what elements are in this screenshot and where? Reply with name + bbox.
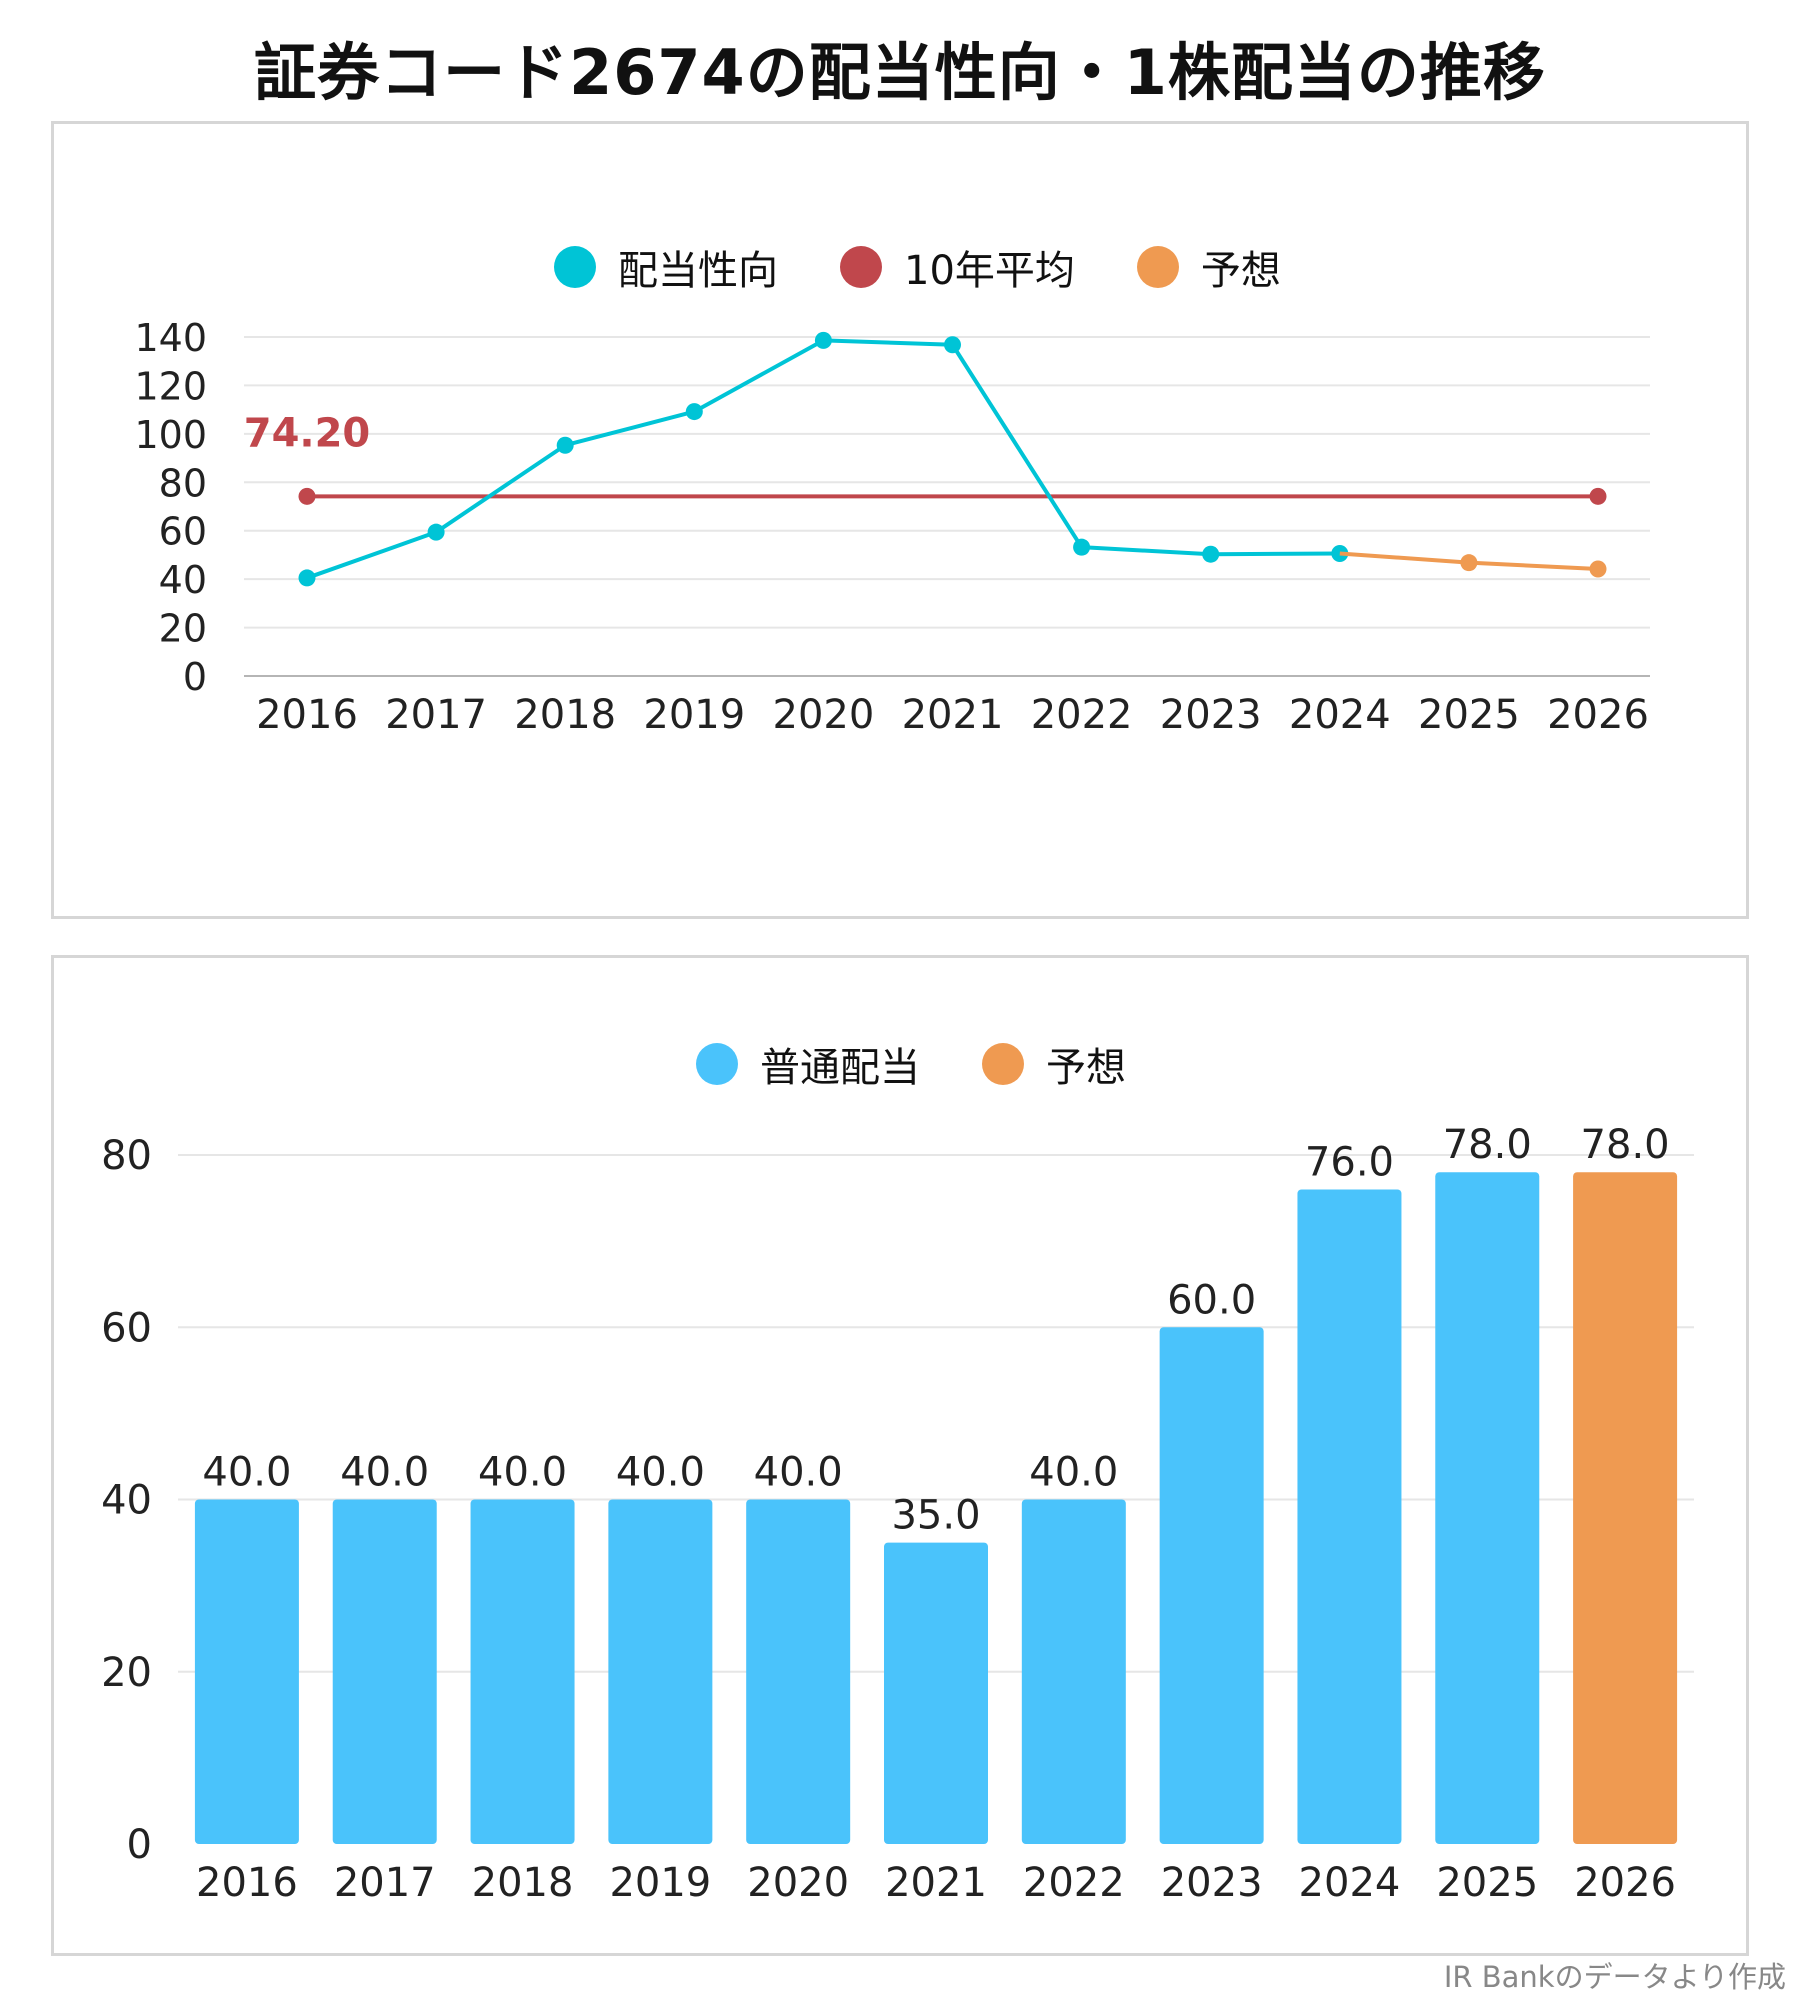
dividend-bar [194,1499,299,1844]
x-tick-label: 2016 [196,1860,298,1906]
payout-ratio-point [685,403,703,421]
dividend-legend: 普通配当 予想 [696,1035,1126,1093]
x-tick-label: 2024 [1289,692,1391,738]
x-tick-label: 2025 [1418,692,1520,738]
x-tick-label: 2020 [747,1860,849,1906]
x-tick-label: 2026 [1547,692,1649,738]
dividend-bar [746,1499,851,1844]
legend-item-average[interactable]: 10年平均 [840,238,1075,296]
x-tick-label: 2021 [885,1860,987,1906]
y-tick-label: 40 [159,558,207,602]
x-tick-label: 2021 [902,692,1004,738]
dividend-bar [1021,1499,1126,1844]
dividend-bar [884,1542,988,1844]
legend-label: 普通配当 [760,1045,920,1091]
payout-ratio-point [1073,538,1091,556]
x-tick-label: 2023 [1161,1860,1263,1906]
legend-label: 予想 [1200,248,1281,294]
payout-ratio-point [944,336,961,354]
payout-ratio-point [298,569,316,587]
dividend-chart: 0 20 40 60 80 40.0 2016 40.0 2017 40.0 2018 40.0 201… [101,1122,1694,1906]
x-tick-label: 2020 [773,692,875,738]
y-tick-label: 20 [159,607,207,651]
dividend-panel: 普通配当 予想 0 20 40 60 80 40.0 2016 40.0 2017 40.0 201… [51,955,1749,1956]
bar-value-label: 78.0 [1581,1122,1670,1168]
payout-ratio-line [306,338,1340,580]
legend-label: 予想 [1046,1045,1126,1091]
bar-value-label: 40.0 [202,1450,291,1496]
payout-ratio-point [427,523,445,541]
x-tick-label: 2026 [1574,1860,1676,1906]
forecast-point [1460,554,1478,572]
forecast-bar [1573,1172,1678,1844]
payout-ratio-point [1202,545,1220,563]
legend-dot-icon [982,1043,1024,1085]
ten-year-average-point [298,487,316,505]
legend-label: 配当性向 [618,248,778,294]
average-value-label: 74.20 [244,410,371,456]
y-tick-label: 100 [134,413,207,457]
legend-item-ordinary-dividend[interactable]: 普通配当 [696,1035,920,1093]
y-tick-label: 40 [101,1478,152,1524]
payout-ratio-panel: 配当性向 10年平均 予想 0 20 40 60 80 100 120 140 2016 2017… [51,121,1749,919]
legend-item-payout[interactable]: 配当性向 [554,238,778,296]
page-title: 証券コード2674の配当性向・1株配当の推移 [254,36,1546,109]
x-tick-label: 2019 [643,692,745,738]
dividend-bar [1297,1189,1402,1844]
x-tick-label: 2017 [334,1860,436,1906]
x-tick-label: 2016 [256,692,358,738]
payout-legend: 配当性向 10年平均 予想 [554,238,1281,296]
y-tick-label: 60 [101,1305,152,1351]
y-tick-label: 20 [101,1650,152,1696]
dividend-bar [470,1499,575,1844]
x-tick-label: 2017 [385,692,487,738]
ten-year-average-point [1589,487,1607,505]
x-tick-label: 2024 [1299,1860,1401,1906]
bar-value-label: 78.0 [1443,1122,1532,1168]
forecast-point [1589,560,1607,578]
x-tick-label: 2018 [514,692,616,738]
bar-value-label: 40.0 [478,1450,567,1496]
x-tick-label: 2023 [1160,692,1262,738]
y-tick-label: 0 [183,655,207,699]
y-tick-label: 80 [159,461,207,505]
bar-value-label: 40.0 [754,1450,843,1496]
y-tick-label: 80 [101,1133,152,1179]
bar-value-label: 35.0 [891,1493,980,1539]
bar-value-label: 40.0 [616,1450,705,1496]
x-tick-label: 2022 [1031,692,1133,738]
y-tick-label: 140 [134,316,207,360]
legend-dot-icon [840,246,882,288]
bar-value-label: 40.0 [340,1450,429,1496]
y-tick-label: 120 [134,364,207,408]
x-tick-label: 2019 [609,1860,711,1906]
payout-ratio-point [556,436,574,454]
source-credit: IR Bankのデータより作成 [1443,1960,1786,1994]
bar-value-label: 76.0 [1305,1139,1394,1185]
y-tick-label: 0 [127,1822,152,1868]
dividend-bar [332,1499,437,1844]
bar-value-label: 40.0 [1029,1450,1118,1496]
dividend-bar [608,1499,713,1844]
dividend-bar [1435,1172,1540,1844]
x-tick-label: 2018 [472,1860,574,1906]
x-tick-label: 2022 [1023,1860,1125,1906]
payout-ratio-point [814,331,832,349]
bar-value-label: 60.0 [1167,1277,1256,1323]
legend-item-forecast[interactable]: 予想 [982,1035,1126,1093]
legend-dot-icon [1136,246,1179,288]
legend-dot-icon [554,246,596,288]
legend-label: 10年平均 [904,248,1075,294]
legend-dot-icon [696,1043,738,1085]
y-tick-label: 60 [159,510,207,554]
x-tick-label: 2025 [1436,1860,1538,1906]
legend-item-forecast[interactable]: 予想 [1136,238,1281,296]
dividend-bar [1159,1327,1264,1844]
